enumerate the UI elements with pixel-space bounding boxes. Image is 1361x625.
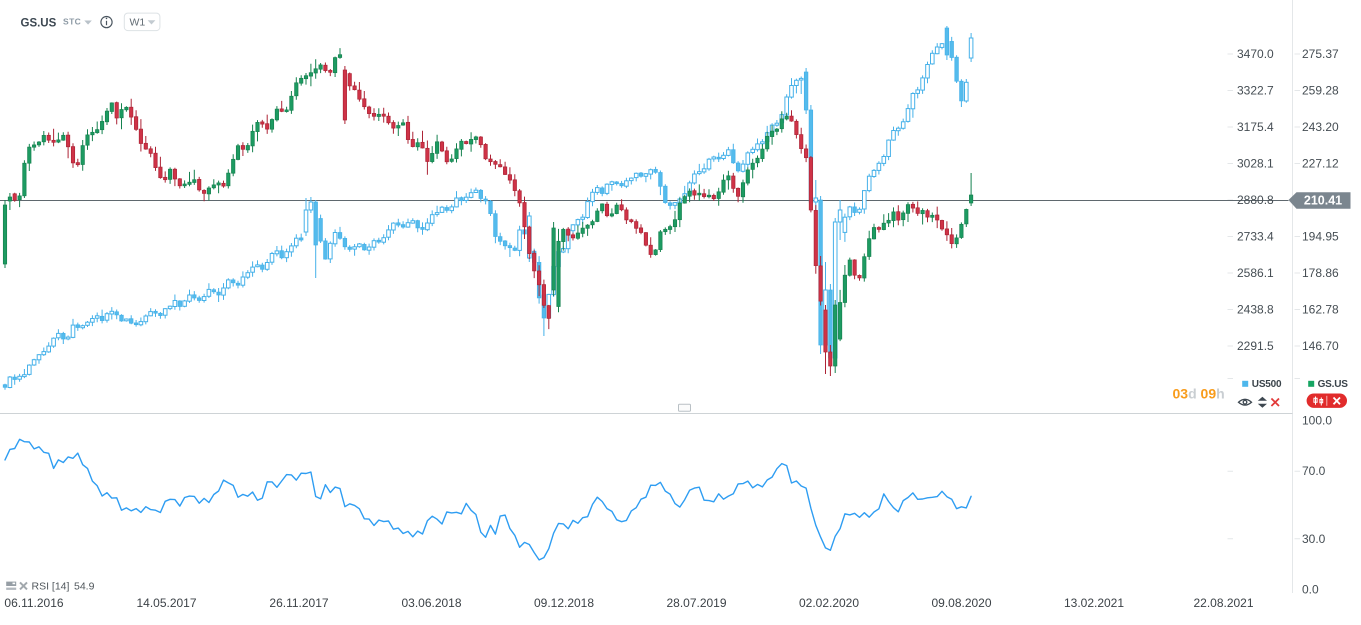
- svg-text:14.05.2017: 14.05.2017: [136, 596, 196, 610]
- svg-text:100.0: 100.0: [1302, 414, 1332, 428]
- svg-text:GS.US: GS.US: [21, 18, 57, 30]
- svg-text:146.70: 146.70: [1302, 339, 1339, 353]
- svg-text:70.0: 70.0: [1302, 464, 1326, 478]
- svg-text:162.78: 162.78: [1302, 303, 1339, 317]
- svg-text:54.9: 54.9: [74, 581, 95, 593]
- svg-text:09.12.2018: 09.12.2018: [534, 596, 594, 610]
- svg-text:3175.4: 3175.4: [1237, 120, 1274, 134]
- svg-text:3470.0: 3470.0: [1237, 47, 1274, 61]
- svg-text:02.02.2020: 02.02.2020: [799, 596, 859, 610]
- svg-text:03d 09h: 03d 09h: [1173, 386, 1225, 402]
- svg-text:275.37: 275.37: [1302, 47, 1339, 61]
- svg-text:09.08.2020: 09.08.2020: [931, 596, 991, 610]
- svg-text:2586.1: 2586.1: [1237, 266, 1274, 280]
- svg-text:2880.8: 2880.8: [1237, 193, 1274, 207]
- svg-text:26.11.2017: 26.11.2017: [269, 596, 328, 610]
- svg-text:US500: US500: [1252, 379, 1282, 390]
- svg-text:RSI [14]: RSI [14]: [32, 581, 70, 593]
- svg-text:3322.7: 3322.7: [1237, 84, 1274, 98]
- svg-text:22.08.2021: 22.08.2021: [1193, 596, 1253, 610]
- svg-text:210.41: 210.41: [1304, 193, 1342, 207]
- svg-text:30.0: 30.0: [1302, 532, 1326, 546]
- svg-text:28.07.2019: 28.07.2019: [666, 596, 726, 610]
- svg-text:227.12: 227.12: [1302, 157, 1339, 171]
- svg-text:STC: STC: [63, 17, 81, 27]
- svg-text:259.28: 259.28: [1302, 84, 1339, 98]
- svg-text:GS.US: GS.US: [1318, 379, 1349, 390]
- svg-text:2438.8: 2438.8: [1237, 303, 1274, 317]
- svg-text:2291.5: 2291.5: [1237, 339, 1274, 353]
- svg-text:243.20: 243.20: [1302, 120, 1339, 134]
- svg-text:13.02.2021: 13.02.2021: [1064, 596, 1124, 610]
- svg-text:03.06.2018: 03.06.2018: [401, 596, 461, 610]
- svg-text:3028.1: 3028.1: [1237, 157, 1274, 171]
- svg-text:W1: W1: [130, 17, 146, 29]
- svg-text:2733.4: 2733.4: [1237, 230, 1274, 244]
- svg-text:0.0: 0.0: [1302, 583, 1319, 597]
- svg-text:194.95: 194.95: [1302, 230, 1339, 244]
- svg-text:178.86: 178.86: [1302, 266, 1339, 280]
- svg-text:06.11.2016: 06.11.2016: [4, 596, 63, 610]
